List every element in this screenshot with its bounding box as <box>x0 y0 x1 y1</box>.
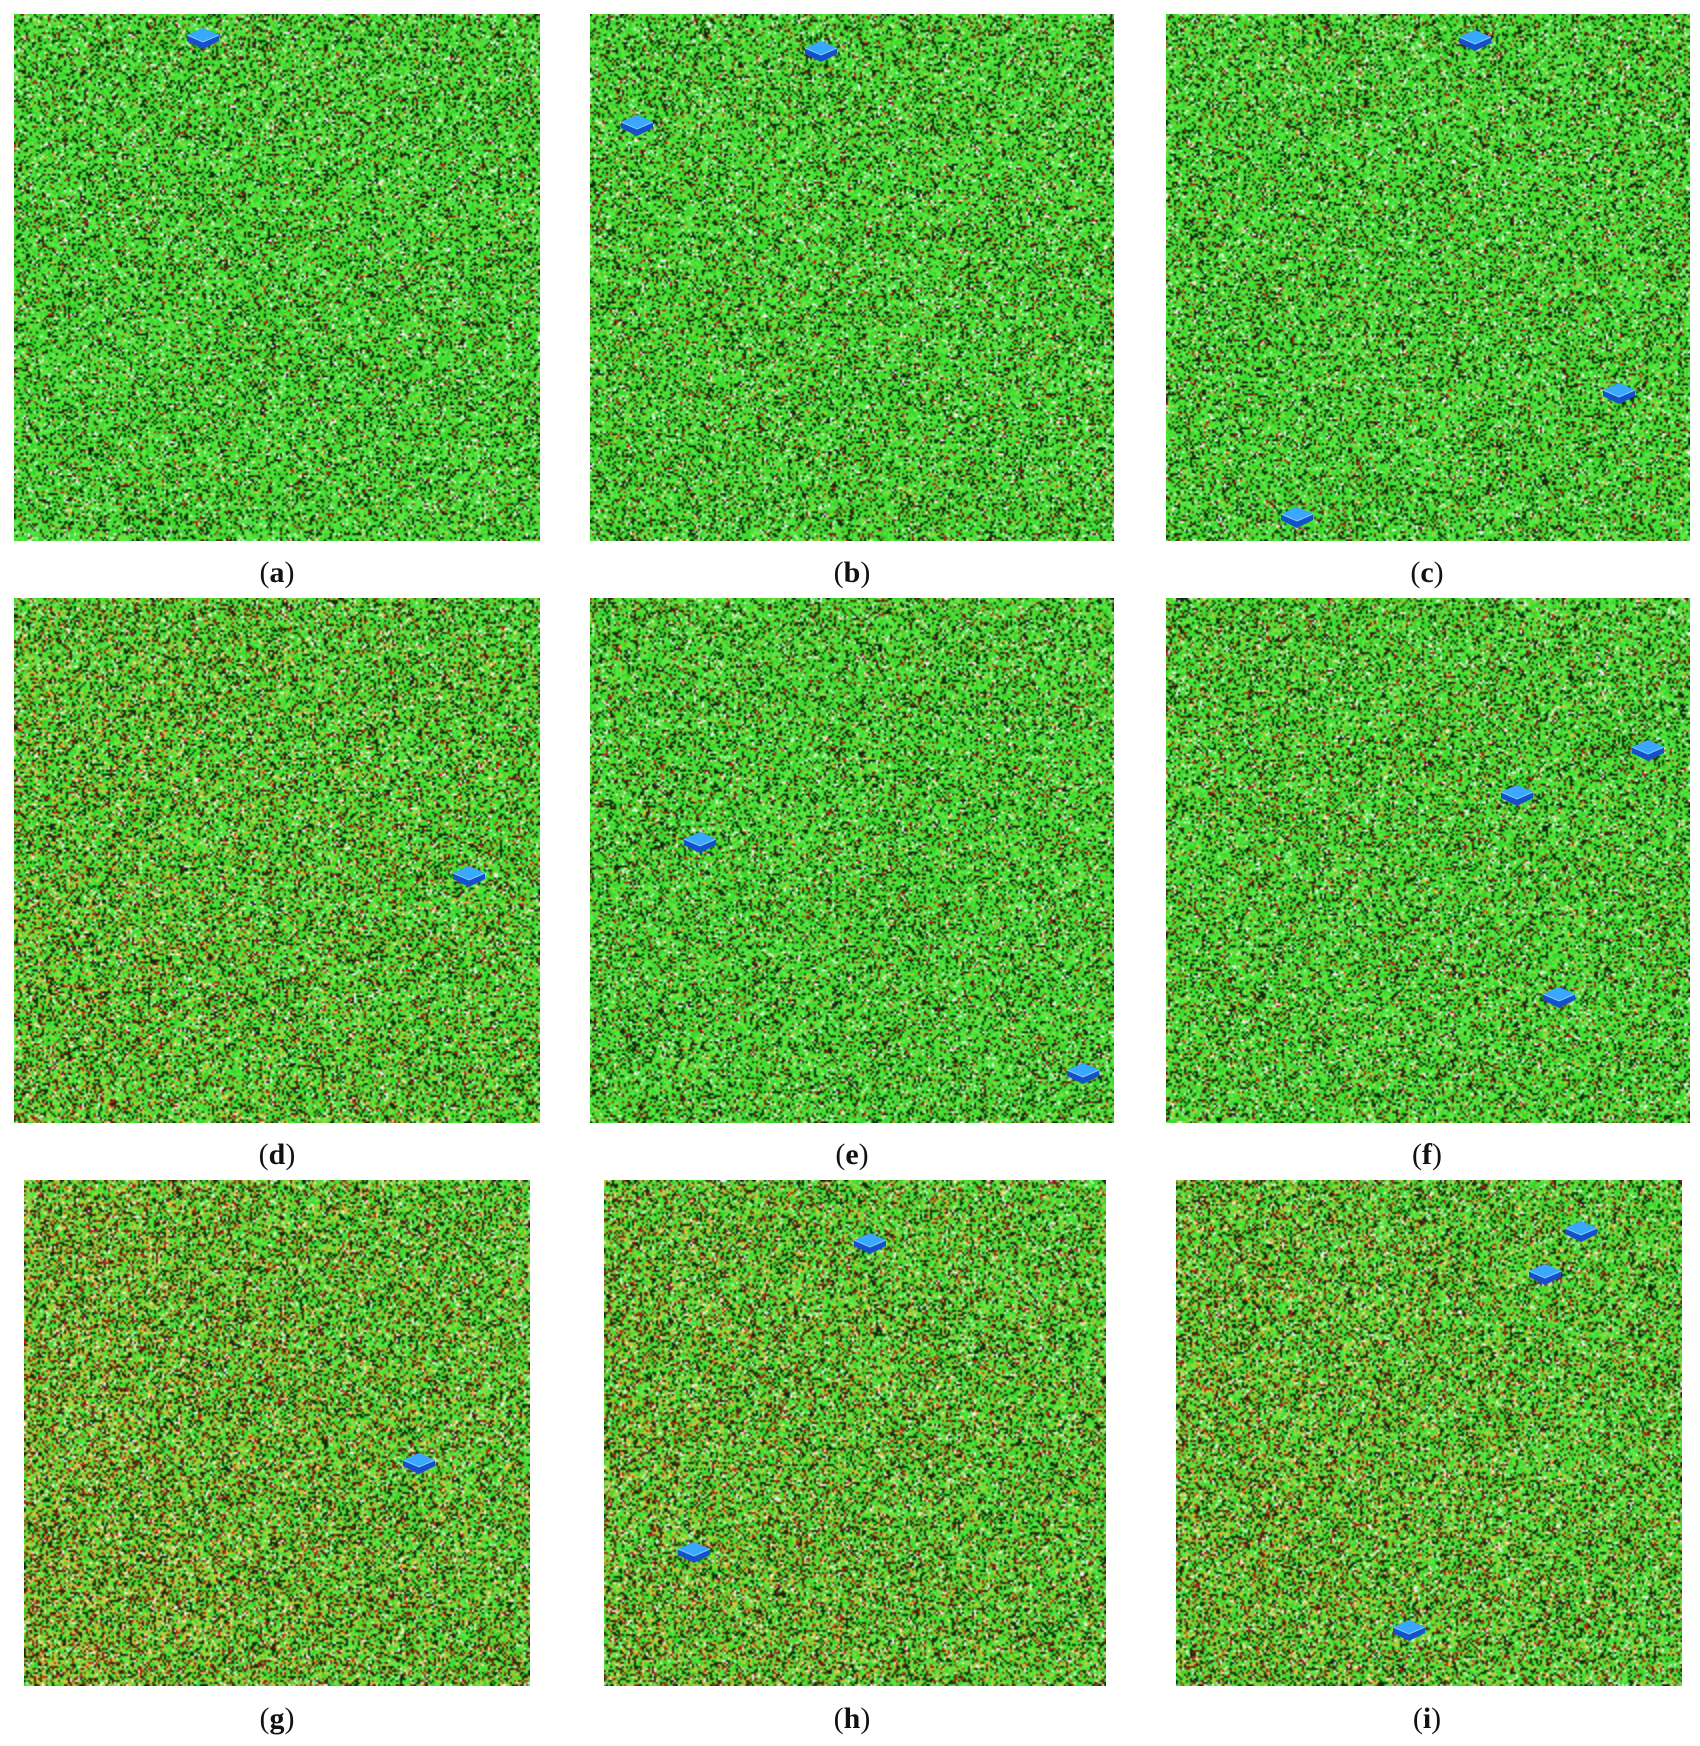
panel-caption: (e) <box>835 1138 869 1171</box>
panel-caption: (h) <box>833 1702 871 1735</box>
panel-caption: (d) <box>258 1138 296 1171</box>
sample-plot-marker-icon <box>1392 1620 1425 1642</box>
ground-cover-image <box>590 14 1114 541</box>
ground-cover-image <box>14 14 540 541</box>
sample-plot-marker-icon <box>1603 383 1636 405</box>
sample-plot-marker-icon <box>1500 784 1534 806</box>
sample-plot-marker-icon <box>1631 740 1665 762</box>
ground-cover-image <box>604 1180 1106 1686</box>
panel-caption: (b) <box>833 556 871 589</box>
sample-plot-marker-icon <box>1458 30 1492 52</box>
sample-plot-marker-icon <box>678 1541 711 1563</box>
panel-caption: (i) <box>1412 1702 1442 1735</box>
sample-plot-marker-icon <box>620 114 654 136</box>
sample-plot-marker-icon <box>853 1233 887 1255</box>
sample-plot-marker-icon <box>683 832 717 854</box>
ground-cover-image <box>24 1180 530 1686</box>
panel-caption: (g) <box>259 1702 295 1735</box>
sample-plot-marker-icon <box>1066 1063 1099 1085</box>
ground-cover-image <box>1176 1180 1682 1686</box>
panel-caption: (a) <box>259 556 295 589</box>
panel-caption: (c) <box>1410 556 1444 589</box>
ground-cover-image <box>1166 598 1690 1123</box>
sample-plot-marker-icon <box>1564 1220 1597 1242</box>
sample-plot-marker-icon <box>1529 1263 1562 1285</box>
sample-plot-marker-icon <box>187 27 220 49</box>
ground-cover-image <box>590 598 1114 1123</box>
sample-plot-marker-icon <box>402 1453 435 1475</box>
ground-cover-image <box>14 598 540 1123</box>
sample-plot-marker-icon <box>1542 987 1576 1008</box>
sample-plot-marker-icon <box>804 40 837 62</box>
sample-plot-marker-icon <box>452 866 486 888</box>
panel-caption: (f) <box>1412 1138 1442 1171</box>
ground-cover-image <box>1166 14 1690 541</box>
sample-plot-marker-icon <box>1280 507 1314 529</box>
